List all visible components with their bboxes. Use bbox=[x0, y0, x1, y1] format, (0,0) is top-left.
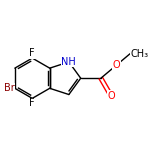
Text: F: F bbox=[29, 48, 35, 58]
Text: NH: NH bbox=[62, 57, 76, 67]
Text: O: O bbox=[112, 60, 120, 70]
Text: Br: Br bbox=[4, 83, 15, 93]
Text: O: O bbox=[107, 91, 115, 101]
Text: F: F bbox=[29, 98, 35, 108]
Text: CH₃: CH₃ bbox=[130, 49, 148, 59]
